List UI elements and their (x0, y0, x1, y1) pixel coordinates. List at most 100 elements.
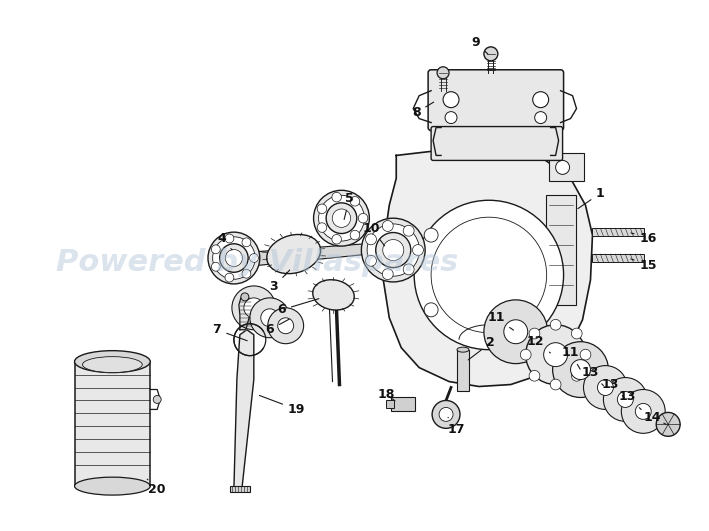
Circle shape (242, 238, 251, 247)
Circle shape (437, 67, 449, 79)
Circle shape (484, 47, 498, 61)
Circle shape (332, 192, 342, 202)
Circle shape (278, 318, 294, 333)
Circle shape (382, 220, 393, 232)
Circle shape (232, 286, 276, 330)
Bar (549, 153, 584, 181)
Circle shape (318, 195, 364, 241)
Circle shape (618, 391, 633, 407)
Circle shape (366, 234, 376, 245)
Circle shape (208, 232, 259, 284)
Circle shape (403, 264, 414, 275)
Circle shape (557, 365, 569, 376)
Circle shape (571, 359, 591, 380)
Text: 6: 6 (265, 319, 289, 336)
Text: 13: 13 (582, 366, 603, 386)
Circle shape (571, 328, 582, 339)
Circle shape (439, 407, 453, 422)
Ellipse shape (82, 357, 143, 373)
Circle shape (326, 203, 357, 234)
Bar (230, 486, 250, 492)
Circle shape (268, 308, 303, 344)
Circle shape (383, 239, 404, 261)
FancyBboxPatch shape (431, 126, 562, 160)
Circle shape (244, 298, 264, 318)
Circle shape (211, 245, 220, 254)
Circle shape (225, 234, 234, 243)
Circle shape (358, 213, 368, 223)
Circle shape (520, 349, 531, 360)
Ellipse shape (457, 347, 469, 352)
Text: 7: 7 (213, 323, 247, 341)
Circle shape (552, 341, 608, 398)
Text: Powered by Villaspares: Powered by Villaspares (56, 249, 458, 277)
Circle shape (550, 319, 561, 330)
Bar (546, 195, 576, 305)
Text: 9: 9 (471, 37, 488, 54)
Ellipse shape (267, 235, 320, 273)
Circle shape (443, 92, 459, 108)
Bar (74, 362, 150, 486)
Text: 13: 13 (602, 378, 625, 398)
Bar (593, 228, 644, 236)
Circle shape (580, 349, 591, 360)
Circle shape (241, 293, 249, 301)
Circle shape (529, 371, 540, 381)
Polygon shape (252, 242, 389, 266)
Bar (381, 230, 399, 258)
Circle shape (504, 320, 527, 344)
Circle shape (598, 380, 613, 396)
Circle shape (571, 371, 582, 381)
Polygon shape (234, 330, 254, 489)
Circle shape (220, 244, 248, 272)
Circle shape (250, 298, 290, 338)
Text: 19: 19 (259, 396, 306, 416)
Circle shape (382, 269, 393, 280)
Circle shape (250, 254, 258, 262)
Circle shape (225, 250, 242, 267)
Circle shape (242, 269, 251, 278)
Circle shape (211, 262, 220, 271)
Circle shape (403, 225, 414, 236)
Text: 5: 5 (344, 192, 354, 219)
Text: 1: 1 (578, 187, 605, 209)
Circle shape (424, 303, 438, 317)
Circle shape (333, 209, 351, 227)
Circle shape (213, 237, 255, 279)
Polygon shape (384, 149, 593, 387)
Circle shape (414, 200, 564, 350)
Text: 18: 18 (378, 388, 395, 401)
Bar (593, 254, 644, 262)
Text: 4: 4 (218, 232, 232, 250)
Circle shape (362, 218, 425, 282)
Circle shape (332, 235, 342, 244)
Text: 3: 3 (269, 270, 290, 294)
Text: 15: 15 (631, 259, 657, 271)
Text: 11: 11 (487, 311, 513, 330)
Circle shape (350, 196, 359, 206)
Circle shape (556, 160, 569, 174)
Circle shape (484, 300, 547, 364)
Text: 12: 12 (527, 335, 550, 353)
Circle shape (317, 223, 327, 233)
FancyBboxPatch shape (428, 70, 564, 131)
Circle shape (445, 112, 457, 124)
Text: 14: 14 (644, 411, 666, 424)
Circle shape (317, 204, 327, 213)
Circle shape (413, 245, 423, 255)
Text: 6: 6 (277, 298, 319, 316)
Circle shape (550, 379, 561, 390)
Circle shape (424, 228, 438, 242)
Circle shape (376, 233, 411, 268)
Circle shape (432, 400, 460, 429)
Text: 8: 8 (412, 102, 434, 119)
Ellipse shape (74, 350, 150, 373)
Circle shape (603, 378, 647, 422)
Text: 13: 13 (619, 390, 641, 409)
Bar (386, 400, 394, 408)
Circle shape (153, 396, 161, 404)
Bar (549, 358, 584, 382)
Circle shape (313, 190, 369, 246)
Circle shape (544, 342, 568, 366)
Circle shape (621, 390, 665, 433)
